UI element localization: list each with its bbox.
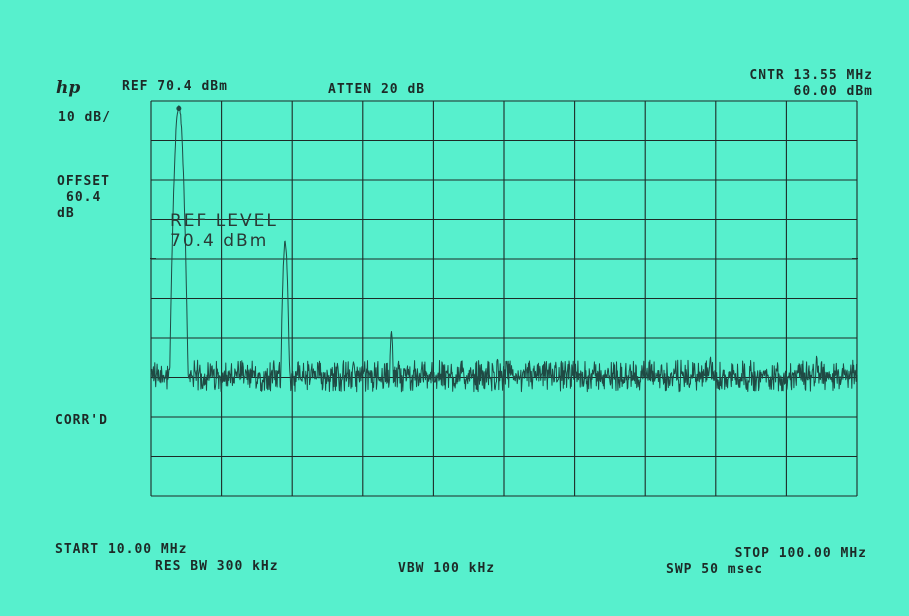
attenuation-readout: ATTEN 20 dB xyxy=(328,82,426,97)
sweep-time-readout: SWP 50 msec xyxy=(666,562,764,577)
ref-level-annotation-value: 70.4 dBm xyxy=(170,231,269,251)
corrected-indicator: CORR'D xyxy=(55,413,108,428)
video-bandwidth-readout: VBW 100 kHz xyxy=(398,561,496,576)
scale-readout: 10 dB/ xyxy=(58,110,111,125)
offset-unit: dB xyxy=(57,206,75,221)
stop-frequency-readout: STOP 100.00 MHz xyxy=(734,546,867,561)
ref-level-readout: REF 70.4 dBm xyxy=(122,79,228,94)
center-frequency-readout: CNTR 13.55 MHz xyxy=(749,68,873,83)
hp-logo: hp xyxy=(56,78,81,98)
offset-value: 60.4 xyxy=(66,190,102,205)
ref-level-annotation-title: REF LEVEL xyxy=(170,211,278,231)
resolution-bandwidth-readout: RES BW 300 kHz xyxy=(155,559,279,574)
offset-label: OFFSET xyxy=(57,174,110,189)
start-frequency-readout: START 10.00 MHz xyxy=(55,542,188,557)
peak-marker xyxy=(176,106,182,112)
center-level-readout: 60.00 dBm xyxy=(793,84,873,99)
spectrum-trace xyxy=(150,105,858,393)
